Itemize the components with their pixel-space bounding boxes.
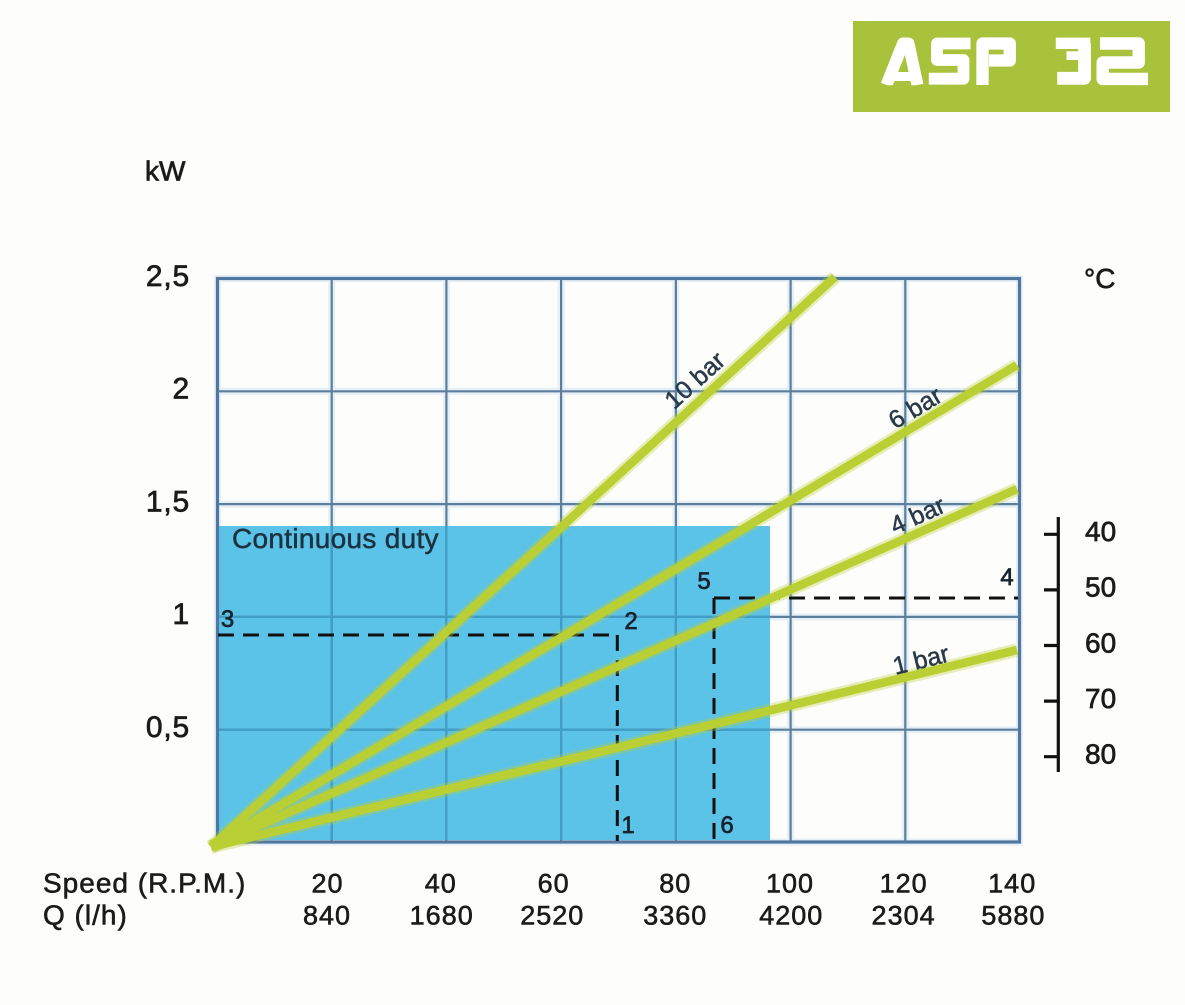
svg-text:20: 20 xyxy=(311,869,343,899)
svg-text:80: 80 xyxy=(659,869,691,899)
svg-text:2520: 2520 xyxy=(520,901,584,931)
svg-text:100: 100 xyxy=(766,869,814,899)
svg-text:60: 60 xyxy=(538,869,570,899)
svg-text:3360: 3360 xyxy=(643,901,707,931)
svg-text:2,5: 2,5 xyxy=(146,260,190,293)
svg-text:120: 120 xyxy=(880,869,928,899)
svg-text:°C: °C xyxy=(1084,263,1115,294)
svg-text:70: 70 xyxy=(1085,683,1116,714)
svg-text:1: 1 xyxy=(621,812,634,839)
svg-text:80: 80 xyxy=(1085,739,1116,770)
svg-text:3: 3 xyxy=(221,606,234,633)
svg-text:2: 2 xyxy=(624,608,637,635)
svg-text:5: 5 xyxy=(697,568,710,595)
svg-text:40: 40 xyxy=(1085,516,1116,547)
svg-text:Continuous duty: Continuous duty xyxy=(232,523,439,554)
svg-text:6: 6 xyxy=(720,812,733,839)
svg-text:Speed (R.P.M.): Speed (R.P.M.) xyxy=(43,868,246,899)
svg-text:4200: 4200 xyxy=(759,901,823,931)
svg-text:2: 2 xyxy=(173,373,191,406)
svg-text:4: 4 xyxy=(1000,564,1013,591)
svg-text:kW: kW xyxy=(145,156,186,187)
svg-text:1680: 1680 xyxy=(410,901,474,931)
svg-text:840: 840 xyxy=(303,901,351,931)
svg-text:1,5: 1,5 xyxy=(146,485,190,518)
svg-text:Q (l/h): Q (l/h) xyxy=(43,900,128,931)
svg-text:1: 1 xyxy=(173,598,191,631)
svg-text:50: 50 xyxy=(1085,572,1116,603)
svg-text:0,5: 0,5 xyxy=(146,711,190,744)
svg-text:40: 40 xyxy=(425,869,457,899)
svg-text:140: 140 xyxy=(988,869,1036,899)
svg-text:2304: 2304 xyxy=(872,901,936,931)
svg-text:60: 60 xyxy=(1085,628,1116,659)
svg-text:5880: 5880 xyxy=(981,901,1045,931)
